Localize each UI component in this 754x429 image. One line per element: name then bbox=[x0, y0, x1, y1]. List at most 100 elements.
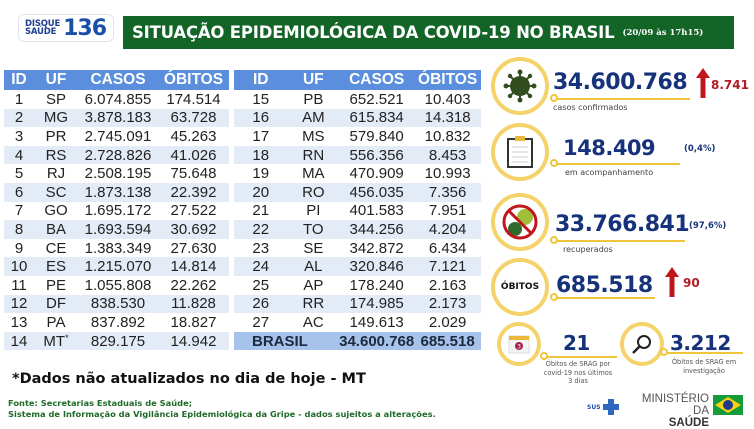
cell-obitos: 7.951 bbox=[428, 202, 467, 220]
table-row: 6 SC 1.873.138 22.392 bbox=[4, 182, 229, 202]
col-casos: CASOS bbox=[339, 70, 415, 90]
cell-obitos: 27.522 bbox=[170, 202, 217, 220]
cell-uf: TO bbox=[287, 220, 340, 239]
table-row: 17 MS 579.840 10.832 bbox=[234, 127, 481, 146]
cell-casos: 344.256 bbox=[339, 220, 415, 239]
cell-id: 12 bbox=[4, 294, 34, 314]
col-id: ID bbox=[4, 70, 34, 90]
cell-obitos: 6.434 bbox=[428, 239, 467, 257]
recovered-label: recuperados bbox=[563, 245, 613, 254]
confirmed-delta: 8.741 bbox=[711, 78, 749, 92]
srag-recent-label: Óbitos de SRAG por covid-19 nos últimos … bbox=[543, 360, 613, 385]
virus-icon bbox=[491, 57, 549, 115]
table-row: 1 SP 6.074.855 174.514 bbox=[4, 90, 229, 109]
cell-uf: AP bbox=[303, 276, 324, 294]
mt-note: *Dados não atualizados no dia de hoje - … bbox=[12, 371, 366, 387]
cell-id: 9 bbox=[14, 239, 24, 257]
cell-obitos: 14.814 bbox=[158, 257, 229, 276]
cell-uf: PR bbox=[45, 127, 67, 145]
cell-id: 11 bbox=[11, 276, 27, 294]
recovered-value: 33.766.841 bbox=[555, 212, 690, 237]
cell-id: 6 bbox=[4, 182, 34, 202]
cell-uf: SC bbox=[34, 182, 78, 202]
cell-casos: 456.035 bbox=[339, 182, 415, 202]
table-row: 5 RJ 2.508.195 75.648 bbox=[4, 164, 229, 183]
srag-investigation-label: Óbitos de SRAG em investigação bbox=[671, 358, 737, 375]
cell-uf: PI bbox=[306, 202, 321, 220]
table-row: 14 MT* 829.175 14.942 bbox=[4, 331, 229, 351]
cell-uf: MS bbox=[302, 127, 325, 145]
cell-obitos: 63.728 bbox=[158, 108, 229, 128]
cell-uf: MA bbox=[302, 165, 325, 183]
cell-id: 7 bbox=[14, 202, 24, 220]
deaths-value: 685.518 bbox=[556, 273, 653, 298]
cell-casos: 6.074.855 bbox=[84, 90, 152, 108]
cell-id: 25 bbox=[252, 276, 270, 294]
cell-id: 8 bbox=[4, 220, 34, 239]
cell-casos: 149.613 bbox=[349, 313, 404, 331]
monitoring-pct: (0,4%) bbox=[684, 144, 716, 154]
cell-uf: PE bbox=[45, 276, 66, 294]
up-arrow-icon bbox=[696, 68, 710, 98]
logo-number: 136 bbox=[63, 15, 107, 41]
cell-casos: 1.695.172 bbox=[84, 202, 152, 220]
cell-casos: 320.846 bbox=[339, 257, 415, 276]
cell-uf: SP bbox=[45, 90, 66, 108]
table-row: 11 PE 1.055.808 22.262 bbox=[4, 276, 229, 295]
total-obitos: 685.518 bbox=[414, 331, 481, 351]
magnifier-icon bbox=[620, 322, 664, 366]
cell-casos: 470.909 bbox=[349, 165, 404, 183]
srag-investigation-value: 3.212 bbox=[670, 331, 731, 355]
cell-id: 19 bbox=[252, 165, 270, 183]
cell-uf: BA bbox=[34, 220, 78, 239]
table-row: 27 AC 149.613 2.029 bbox=[234, 313, 481, 332]
update-date: (20/09 às 17h15) bbox=[622, 27, 704, 38]
confirmed-label: casos confirmados bbox=[553, 103, 628, 112]
cell-obitos: 4.204 bbox=[414, 220, 481, 239]
table-row: 15 PB 652.521 10.403 bbox=[234, 90, 481, 109]
brazil-flag-icon bbox=[713, 395, 743, 415]
confirmed-value: 34.600.768 bbox=[553, 70, 688, 95]
table-row: 7 GO 1.695.172 27.522 bbox=[4, 202, 229, 221]
cell-casos: 1.873.138 bbox=[78, 182, 158, 202]
cell-uf: GO bbox=[44, 202, 68, 220]
states-table-right: ID UF CASOS ÓBITOS 15 PB 652.521 10.403 16 AM… bbox=[234, 70, 481, 351]
table-row: 18 RN 556.356 8.453 bbox=[234, 145, 481, 165]
cell-obitos: 7.356 bbox=[414, 182, 481, 202]
cell-obitos: 8.453 bbox=[414, 145, 481, 165]
cell-uf: CE bbox=[45, 239, 67, 257]
logo-line2: SAÚDE bbox=[25, 27, 57, 37]
table-row: 23 SE 342.872 6.434 bbox=[234, 239, 481, 258]
cell-id: 18 bbox=[234, 145, 288, 165]
cell-uf: RR bbox=[287, 294, 340, 314]
cell-uf: AC bbox=[302, 313, 324, 331]
table-row: 9 CE 1.383.349 27.630 bbox=[4, 239, 229, 258]
cell-id: 3 bbox=[14, 127, 24, 145]
cell-casos: 1.215.070 bbox=[78, 257, 158, 276]
table-row: 13 PA 837.892 18.827 bbox=[4, 313, 229, 332]
cell-obitos: 30.692 bbox=[158, 220, 229, 239]
monitoring-label: em acompanhamento bbox=[565, 168, 654, 177]
cell-obitos: 11.828 bbox=[158, 294, 229, 314]
col-obitos: ÓBITOS bbox=[414, 70, 481, 90]
svg-text:3: 3 bbox=[517, 344, 521, 351]
cell-id: 16 bbox=[234, 108, 288, 128]
cell-obitos: 27.630 bbox=[170, 239, 217, 257]
recovered-pct: (97,6%) bbox=[689, 221, 727, 231]
cell-casos: 829.175 bbox=[78, 331, 158, 351]
col-uf: UF bbox=[34, 70, 78, 90]
cell-obitos: 18.827 bbox=[170, 313, 217, 331]
cell-obitos: 10.403 bbox=[424, 90, 471, 108]
cell-casos: 556.356 bbox=[339, 145, 415, 165]
cell-casos: 579.840 bbox=[349, 127, 404, 145]
cell-casos: 1.055.808 bbox=[84, 276, 152, 294]
cell-uf: MT* bbox=[34, 331, 78, 351]
cell-id: 20 bbox=[234, 182, 288, 202]
total-label: BRASIL bbox=[234, 331, 340, 351]
table-row: 8 BA 1.693.594 30.692 bbox=[4, 220, 229, 239]
table-row: 12 DF 838.530 11.828 bbox=[4, 294, 229, 314]
cell-obitos: 22.392 bbox=[158, 182, 229, 202]
cell-casos: 837.892 bbox=[90, 313, 146, 331]
cell-id: 14 bbox=[4, 331, 34, 351]
cell-id: 21 bbox=[252, 202, 270, 220]
